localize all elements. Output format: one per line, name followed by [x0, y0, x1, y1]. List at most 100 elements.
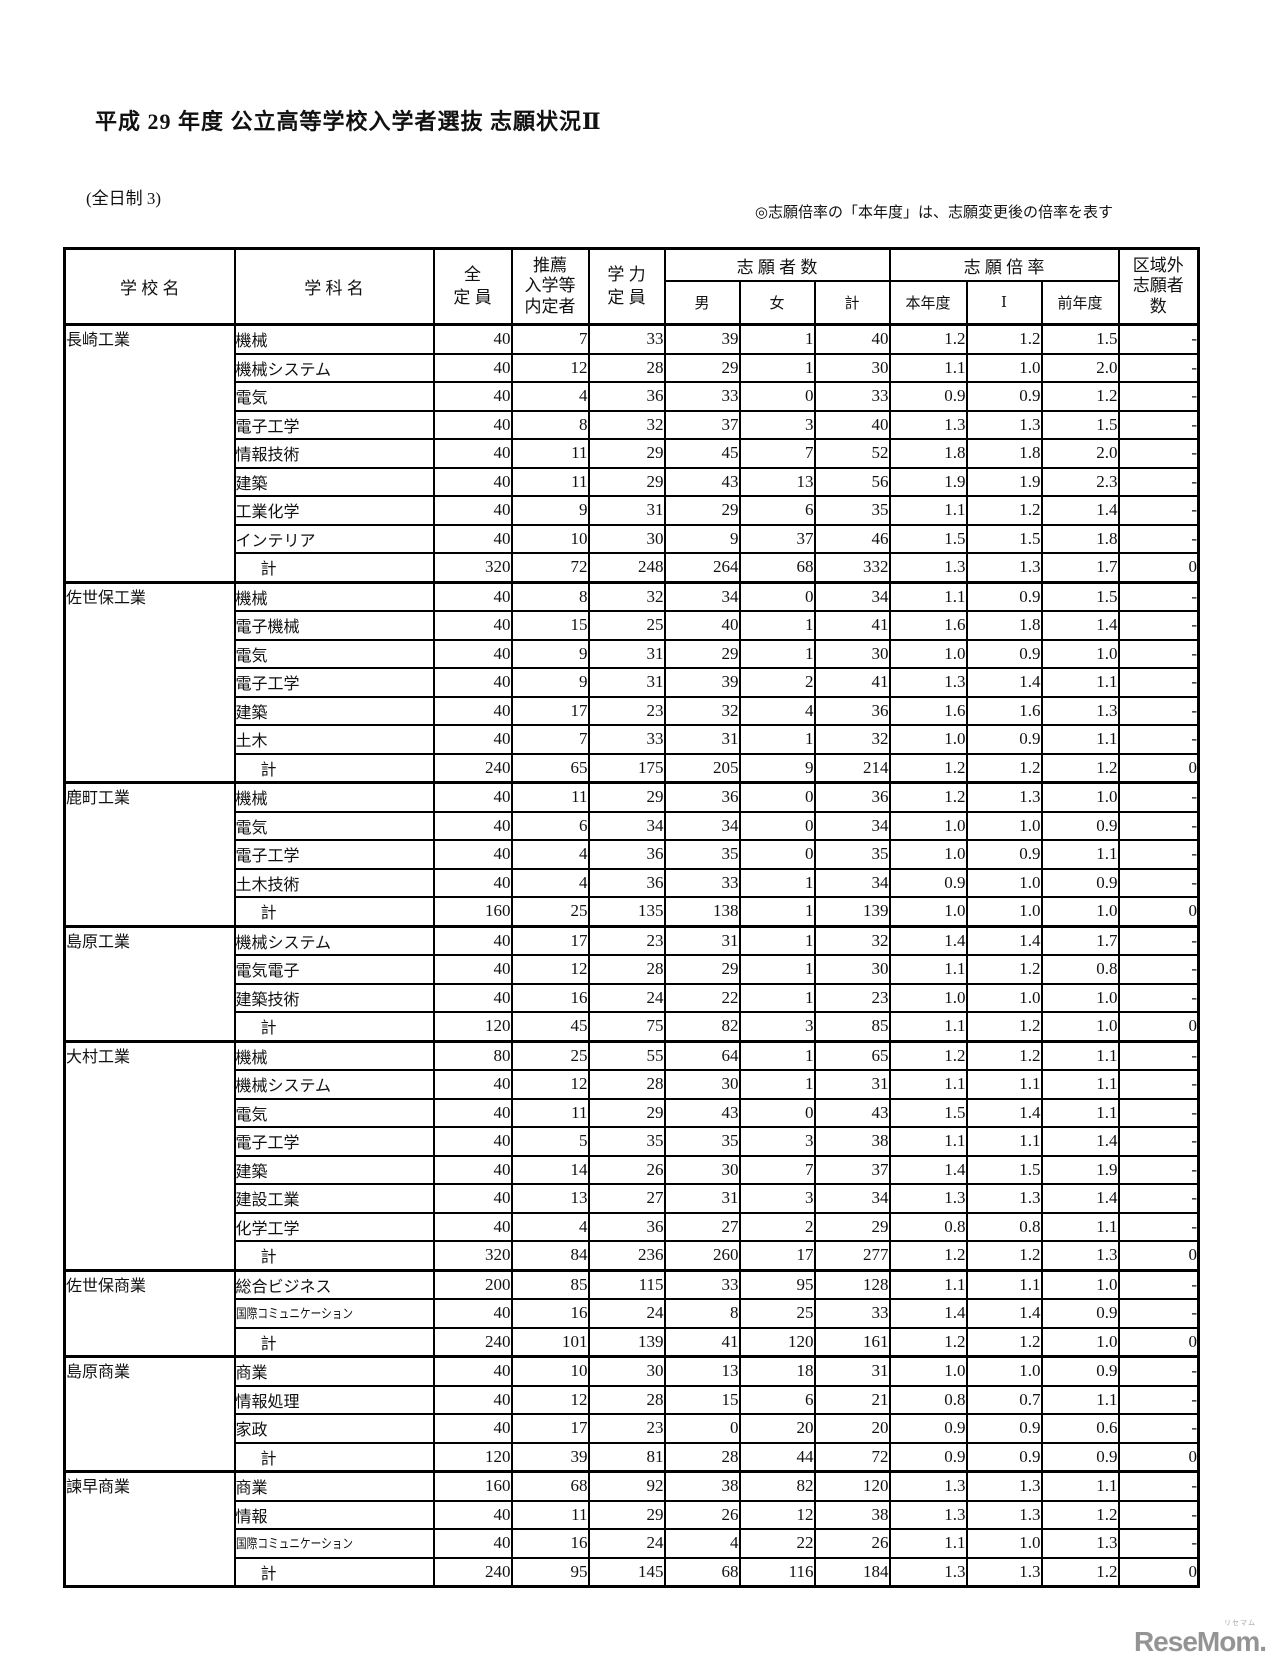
- recommended-admits-cell: 11: [510, 1097, 590, 1128]
- out-of-area-cell: -: [1117, 1355, 1200, 1387]
- ratio-first-cell: 1.4: [965, 924, 1043, 956]
- total-capacity-cell: 40: [432, 1154, 513, 1185]
- department-row: 電子工学 40 4 36 35 0 35 1.0 0.9 1.1-: [65, 839, 1200, 870]
- recommended-admits-cell: 5: [510, 1126, 590, 1157]
- applicants-female-cell: 1: [738, 1069, 816, 1100]
- total-capacity-cell: 40: [432, 982, 513, 1013]
- ratio-previous-cell: 0.9: [1040, 810, 1120, 841]
- applicants-female-cell: 44: [738, 1441, 816, 1473]
- department-name-text: 電気: [235, 647, 268, 665]
- department-name-text: 建設工業: [235, 1192, 300, 1210]
- ratio-first-cell: 1.1: [965, 1268, 1043, 1300]
- department-name-text: 計: [260, 1335, 277, 1353]
- department-name-cell: 電気: [233, 381, 435, 412]
- department-name-cell: 工業化学: [233, 495, 435, 526]
- applicants-male-cell: 34: [663, 810, 741, 841]
- ratio-current-cell: 1.6: [888, 695, 968, 726]
- header-ratio-previous-year: 前年度: [1040, 280, 1120, 326]
- out-of-area-cell: -: [1117, 1470, 1200, 1502]
- applicants-total-cell: 128: [813, 1268, 891, 1300]
- total-capacity-cell: 40: [432, 1097, 513, 1128]
- department-name-text: 計: [260, 761, 277, 779]
- ratio-previous-cell: 1.2: [1040, 1556, 1120, 1588]
- academic-capacity-cell: 29: [587, 1499, 666, 1530]
- ratio-previous-cell: 0.9: [1040, 1355, 1120, 1387]
- department-name-text: 計: [260, 1249, 277, 1267]
- applicants-total-cell: 37: [813, 1154, 891, 1185]
- ratio-first-cell: 1.0: [965, 352, 1043, 383]
- department-name-cell: 機械システム: [233, 1069, 435, 1100]
- ratio-previous-cell: 2.0: [1040, 352, 1120, 383]
- department-name-cell: 機械システム: [233, 924, 435, 956]
- ratio-current-cell: 1.3: [888, 1499, 968, 1530]
- applicants-male-cell: 29: [663, 352, 741, 383]
- ratio-previous-cell: 1.1: [1040, 1384, 1120, 1415]
- out-of-area-cell: -: [1117, 1154, 1200, 1185]
- department-name-text: 化学工学: [235, 1220, 300, 1238]
- ratio-first-cell: 1.6: [965, 695, 1043, 726]
- total-capacity-cell: 40: [432, 610, 513, 641]
- out-of-area-cell: -: [1117, 438, 1200, 469]
- school-name-cell: 大村工業: [63, 1039, 236, 1271]
- ratio-current-cell: 1.3: [888, 1470, 968, 1502]
- total-capacity-cell: 40: [432, 667, 513, 698]
- total-label-cell: 計: [234, 1240, 435, 1271]
- applicants-male-cell: 33: [663, 381, 741, 412]
- ratio-current-cell: 1.1: [888, 495, 968, 526]
- recommended-admits-cell: 7: [510, 724, 590, 755]
- department-row: 電気 40 11 29 43 0 43 1.5 1.4 1.1-: [65, 1097, 1200, 1128]
- out-of-area-cell: -: [1117, 409, 1200, 440]
- department-row: 建築 40 11 29 43 13 56 1.9 1.9 2.3-: [65, 466, 1200, 497]
- total-capacity-cell: 40: [432, 954, 513, 985]
- ratio-current-cell: 0.9: [888, 381, 968, 412]
- applicants-total-cell: 21: [813, 1384, 891, 1415]
- department-row: 国際コミュニケーション 40 16 24 8 25 33 1.4 1.4 0.9-: [65, 1298, 1200, 1329]
- total-capacity-cell: 40: [432, 1126, 513, 1157]
- department-name-cell: 機械: [233, 781, 435, 813]
- out-of-area-cell: 0: [1117, 1441, 1200, 1473]
- total-capacity-cell: 40: [432, 323, 513, 355]
- recommended-admits-cell: 9: [510, 638, 590, 669]
- department-name-text: 土木技術: [235, 876, 300, 894]
- department-name-text: 商業: [235, 1365, 268, 1383]
- ratio-previous-cell: 1.7: [1040, 552, 1120, 583]
- applicants-female-cell: 13: [738, 466, 816, 497]
- department-row: 情報技術 40 11 29 45 7 52 1.8 1.8 2.0-: [65, 438, 1200, 469]
- ratio-current-cell: 1.0: [888, 638, 968, 669]
- applicants-female-cell: 0: [738, 580, 816, 612]
- department-row: 島原商業 商業 40 10 30 13 18 31 1.0 1.0 0.9-: [63, 1355, 1200, 1473]
- academic-capacity-cell: 135: [587, 896, 666, 927]
- ratio-current-cell: 0.9: [888, 1441, 968, 1473]
- department-name-cell: 情報処理: [233, 1384, 435, 1415]
- applicants-female-cell: 68: [738, 552, 816, 583]
- academic-capacity-cell: 28: [587, 1069, 666, 1100]
- applicants-total-cell: 34: [813, 810, 891, 841]
- department-row: 大村工業 機械 80 25 55 64 1 65 1.2 1.2 1.1-: [63, 1039, 1200, 1271]
- header-ratio-first: Ⅰ: [965, 280, 1043, 326]
- applicants-total-cell: 30: [813, 352, 891, 383]
- applicants-male-cell: 0: [663, 1413, 741, 1444]
- applicants-female-cell: 3: [738, 1183, 816, 1214]
- ratio-first-cell: 1.9: [965, 466, 1043, 497]
- academic-capacity-cell: 92: [587, 1470, 666, 1502]
- ratio-previous-cell: 1.4: [1040, 1126, 1120, 1157]
- department-name-text: 電気: [235, 390, 268, 408]
- applicants-total-cell: 85: [813, 1011, 891, 1042]
- department-name-cell: 情報: [233, 1499, 435, 1530]
- total-capacity-cell: 40: [432, 1183, 513, 1214]
- ratio-first-cell: 1.0: [965, 1355, 1043, 1387]
- ratio-first-cell: 1.8: [965, 610, 1043, 641]
- ratio-previous-cell: 1.5: [1040, 409, 1120, 440]
- ratio-first-cell: 1.2: [965, 495, 1043, 526]
- applicants-total-cell: 23: [813, 982, 891, 1013]
- department-name-text: 電子工学: [235, 1135, 300, 1153]
- applicants-female-cell: 22: [738, 1528, 816, 1559]
- ratio-current-cell: 1.6: [888, 610, 968, 641]
- applicants-total-cell: 139: [813, 896, 891, 927]
- ratio-current-cell: 1.1: [888, 1011, 968, 1042]
- academic-capacity-cell: 26: [587, 1154, 666, 1185]
- department-name-cell: 商業: [233, 1355, 435, 1387]
- ratio-first-cell: 1.2: [965, 752, 1043, 784]
- header-applicants-total: 計: [813, 280, 891, 326]
